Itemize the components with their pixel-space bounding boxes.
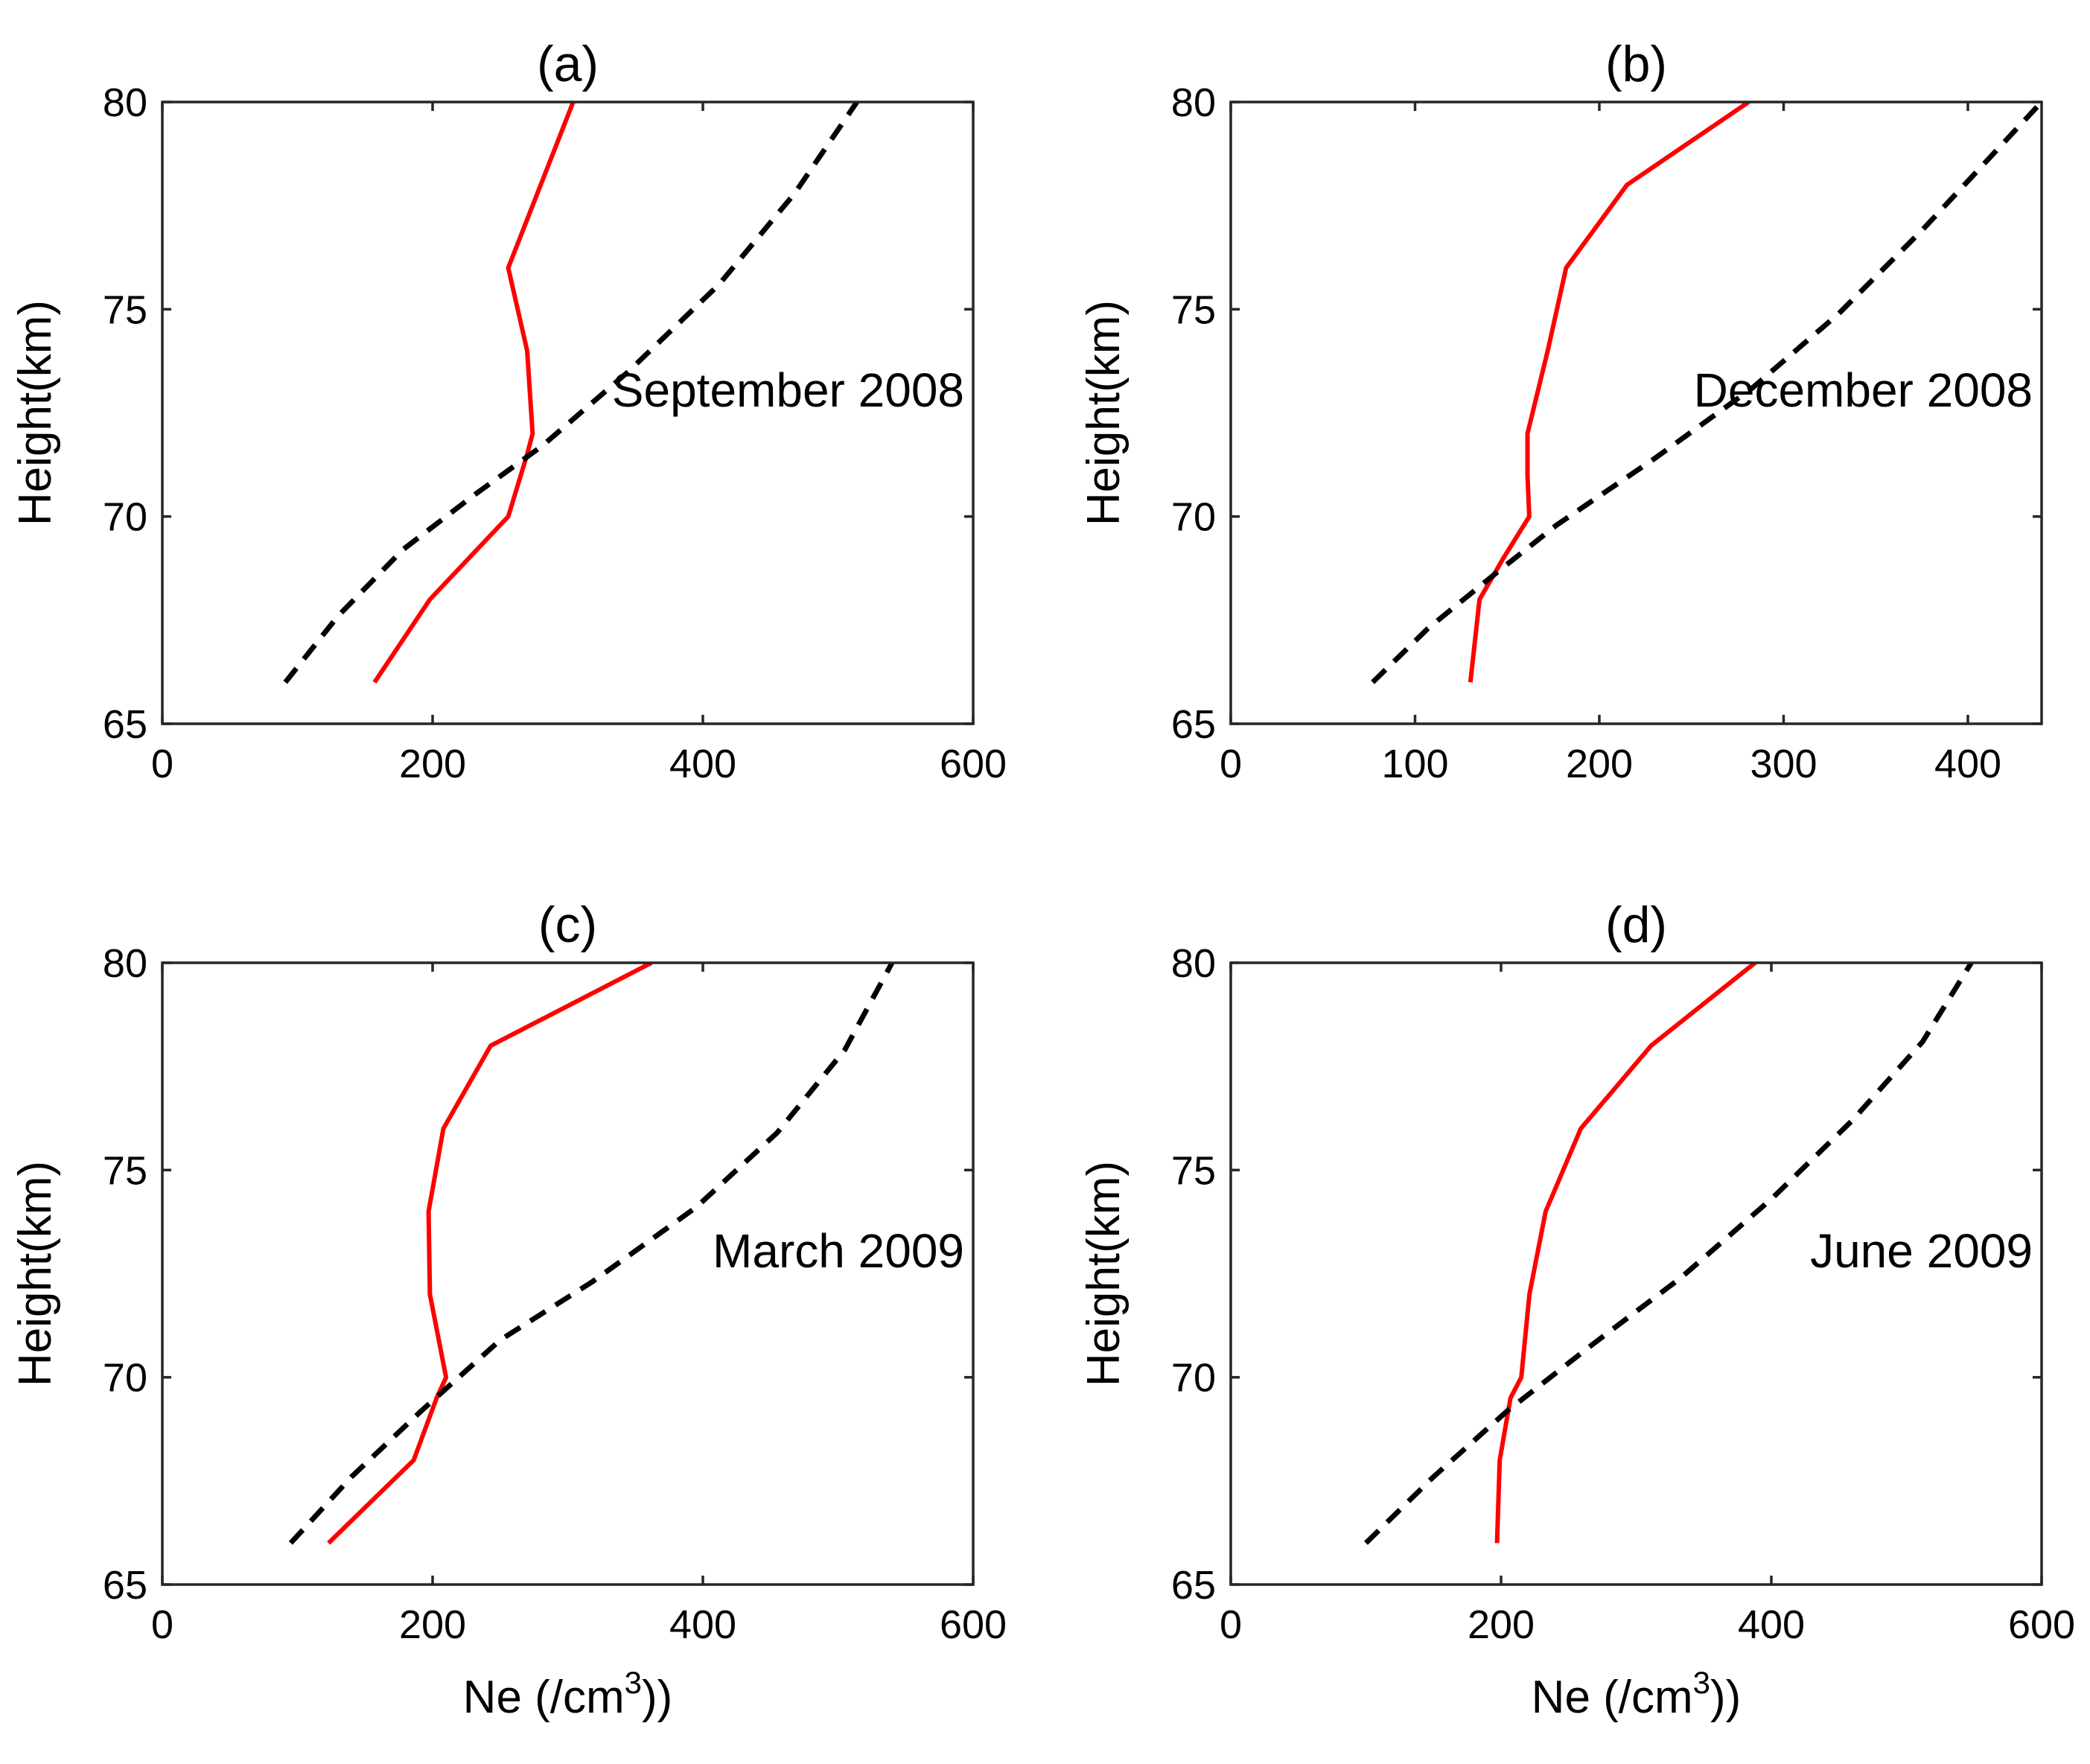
- y-tick-label: 70: [1171, 1356, 1216, 1401]
- x-tick-label: 0: [1220, 1602, 1242, 1647]
- panel-a: 0 200 400 600 65 70 75 80 (a) September 2008 Heigh…: [10, 36, 1007, 786]
- x-axis-label: Ne (/cm3)): [1532, 1665, 1742, 1723]
- y-tick-label: 65: [1171, 702, 1216, 747]
- x-tick-label: 600: [2008, 1602, 2075, 1647]
- y-tick-label: 65: [103, 1563, 147, 1608]
- axes-frame: [161, 101, 975, 725]
- panel-annotation: December 2008: [1694, 363, 2033, 417]
- x-tick-label: 100: [1381, 742, 1448, 786]
- panel-d: 0 200 400 600 65 70 75 80 (d) June 2009 Height(km)…: [1078, 897, 2075, 1723]
- y-tick-label: 75: [1171, 287, 1216, 332]
- x-tick-label: 0: [1220, 742, 1242, 786]
- x-tick-label: 400: [1934, 742, 2001, 786]
- panel-title: (d): [1605, 897, 1667, 953]
- axes-frame: [161, 961, 975, 1586]
- y-tick-label: 65: [1171, 1563, 1216, 1608]
- y-tick-label: 75: [1171, 1148, 1216, 1193]
- series-observed-line: [327, 963, 653, 1545]
- y-tick-label: 70: [1171, 495, 1216, 540]
- x-tick-label: 200: [1468, 1602, 1535, 1647]
- y-tick-label: 80: [103, 80, 147, 125]
- x-tick-label: 400: [1738, 1602, 1805, 1647]
- panel-title: (b): [1605, 36, 1667, 92]
- panel-annotation: September 2008: [612, 363, 964, 417]
- x-tick-label: 300: [1750, 742, 1817, 786]
- x-tick-label: 200: [399, 742, 466, 786]
- y-tick-label: 80: [103, 941, 147, 986]
- y-axis-label: Height(km): [10, 1161, 61, 1386]
- x-tick-label: 400: [669, 742, 736, 786]
- x-tick-label: 200: [1566, 742, 1633, 786]
- axes-frame: [1229, 961, 2043, 1586]
- y-tick-label: 70: [103, 1356, 147, 1401]
- y-tick-label: 70: [103, 495, 147, 540]
- panel-title: (c): [538, 897, 597, 953]
- panel-annotation: March 2009: [713, 1224, 964, 1278]
- y-axis-label: Height(km): [10, 300, 61, 526]
- panel-c: 0 200 400 600 65 70 75 80 (c) March 2009 Height(km…: [10, 897, 1007, 1723]
- x-tick-label: 600: [940, 742, 1007, 786]
- x-tick-label: 0: [151, 1602, 173, 1647]
- x-tick-label: 200: [399, 1602, 466, 1647]
- panel-title: (a): [537, 36, 599, 92]
- x-tick-label: 600: [940, 1602, 1007, 1647]
- series-model-line: [1371, 102, 2042, 684]
- panel-b: 0 100 200 300 400 65 70 75 80 (b) December 2008 Hei…: [1078, 36, 2043, 786]
- series-model-line: [1364, 963, 1974, 1545]
- y-tick-label: 80: [1171, 941, 1216, 986]
- x-tick-label: 400: [669, 1602, 736, 1647]
- x-tick-label: 0: [151, 742, 173, 786]
- series-model-line: [288, 963, 895, 1545]
- x-axis-label: Ne (/cm3)): [463, 1665, 673, 1723]
- axes-frame: [1229, 101, 2043, 725]
- y-tick-label: 80: [1171, 80, 1216, 125]
- series-observed-line: [1494, 963, 1757, 1544]
- series-model-line: [283, 102, 859, 684]
- series-observed-line: [372, 102, 576, 684]
- y-axis-label: Height(km): [1078, 1161, 1130, 1386]
- y-axis-label: Height(km): [1078, 300, 1130, 526]
- panel-annotation: June 2009: [1810, 1224, 2033, 1278]
- y-tick-label: 75: [103, 1148, 147, 1193]
- y-tick-label: 65: [103, 702, 147, 747]
- y-tick-label: 75: [103, 287, 147, 332]
